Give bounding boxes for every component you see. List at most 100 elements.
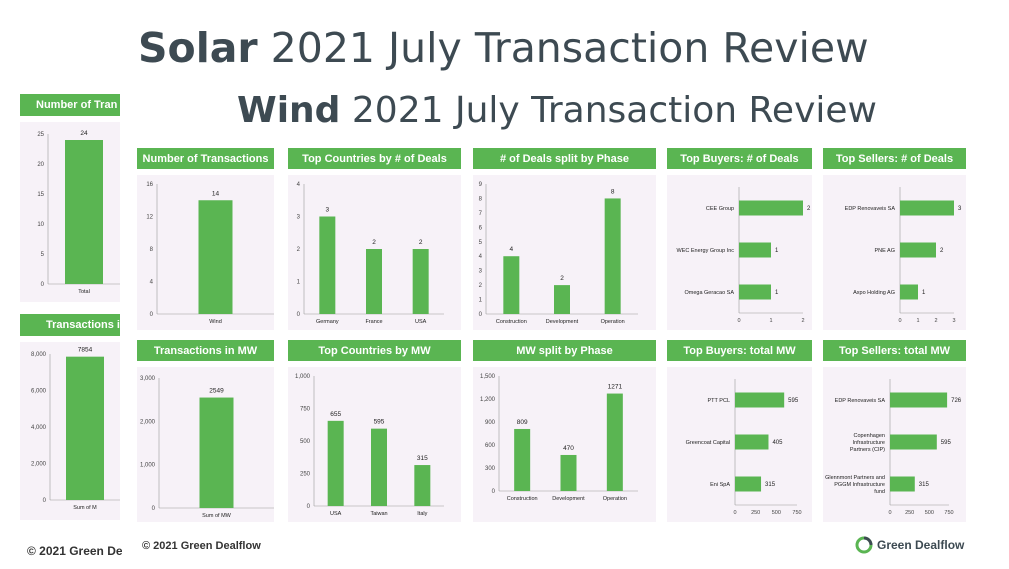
y-tick-label: 5 <box>41 252 45 258</box>
bar <box>414 465 431 506</box>
header-top-buyers-deals: Top Buyers: # of Deals <box>667 148 812 169</box>
y-tick-label: 1 <box>297 280 301 286</box>
x-tick-label: 2 <box>801 318 804 324</box>
data-label: 1 <box>775 290 779 296</box>
header-top-sellers-deals: Top Sellers: # of Deals <box>823 148 966 169</box>
y-tick-label: 3 <box>297 215 301 221</box>
solar-header-mw-label: Transactions i <box>46 319 120 331</box>
bar <box>371 428 387 506</box>
chart-transactions-in-mw: 0 1,000 2,000 3,000 2549 Sum of MW <box>140 376 274 519</box>
header-deals-by-phase-label: # of Deals split by Phase <box>500 152 629 165</box>
y-tick-label: 7 <box>479 211 483 217</box>
y-tick-label: 20 <box>37 162 44 168</box>
bar <box>606 393 623 491</box>
header-top-countries-mw-label: Top Countries by MW <box>318 344 431 357</box>
x-tick-label: USA <box>330 511 342 517</box>
data-label: 405 <box>772 440 783 446</box>
y-tick-label: Eni SpA <box>710 482 730 488</box>
solar-header-transactions: Number of Tran <box>20 94 120 116</box>
y-tick-label: 10 <box>37 222 44 228</box>
leaf-ring-icon <box>855 536 873 554</box>
data-label: 2 <box>940 248 944 254</box>
x-tick-label: 0 <box>733 510 736 516</box>
header-mw-by-phase-label: MW split by Phase <box>516 344 613 357</box>
chart-top-countries-deals: 0 1 2 3 4 3 Germany 2 France 2 USA <box>297 182 444 325</box>
x-tick-label: Operation <box>601 319 625 325</box>
y-tick-label-line: EDP Renovaveis SA <box>835 398 886 404</box>
x-tick-label: 750 <box>792 510 801 516</box>
y-tick-label: 0 <box>152 506 156 512</box>
y-tick-label: PNE AG <box>875 248 895 254</box>
y-tick-label: 0 <box>492 489 496 495</box>
data-label: 595 <box>788 398 799 404</box>
chart-top-buyers-mw: 0 250 500 750 595 PTT PCL 405 Greencoat Capital… <box>686 379 802 516</box>
panel-mw-by-phase <box>473 367 656 522</box>
y-tick-label: CEE Group <box>706 206 734 212</box>
y-tick-label: 25 <box>37 132 44 138</box>
x-tick-label: 250 <box>751 510 760 516</box>
solar-slide-title: Solar 2021 July Transaction Review <box>138 24 869 72</box>
bar <box>890 434 937 450</box>
y-tick-label: 6 <box>479 225 483 231</box>
y-tick-label: 4,000 <box>31 425 47 431</box>
chart-deals-by-phase: 0 1 2 3 4 5 6 7 8 9 4 Construction 2 Development 8 Oper… <box>479 182 638 325</box>
y-tick-label: 1,200 <box>480 397 496 403</box>
data-label: 1 <box>922 290 926 296</box>
x-tick-label: Development <box>546 319 579 325</box>
y-tick-label: Glennmont Partners and PGGM Infrastructur… <box>825 475 885 495</box>
x-tick-label: 250 <box>905 510 914 516</box>
data-label: 2549 <box>209 388 224 395</box>
chart-top-sellers-mw: 0 250 500 750 726 EDP Renovaveis SA 595 Copenha… <box>825 379 962 516</box>
y-tick-label: 8,000 <box>31 352 47 358</box>
y-tick-label-line: Greencoat Capital <box>686 440 730 446</box>
chart-top-buyers-deals: 0 1 2 2 CEE Group 1 WEC Energy Group Inc 1 Omega… <box>677 187 811 324</box>
y-tick-label: 1,500 <box>480 374 496 380</box>
y-tick-label: 600 <box>485 443 496 449</box>
y-tick-label: 0 <box>307 504 311 510</box>
y-tick-label: Greencoat Capital <box>686 440 730 446</box>
solar-header-transactions-label: Number of Tran <box>36 99 118 111</box>
y-tick-label: Axpo Holding AG <box>853 290 895 296</box>
y-tick-label: 4 <box>297 182 301 188</box>
bar <box>366 249 382 314</box>
header-top-buyers-mw: Top Buyers: total MW <box>667 340 812 361</box>
x-tick-label: Operation <box>603 496 627 502</box>
y-tick-label-line: Partners (CIP) <box>850 447 885 453</box>
solar-title-bold: Solar <box>138 24 258 72</box>
wind-title-bold: Wind <box>237 90 341 131</box>
y-tick-label: 0 <box>150 312 154 318</box>
y-tick-label-line: WEC Energy Group Inc <box>677 248 735 254</box>
bar <box>735 476 762 492</box>
chart-top-sellers-deals: 0 1 2 3 3 EDP Renovaveis SA 2 PNE AG 1 Axpo Holdi… <box>845 187 962 324</box>
y-tick-label: 3,000 <box>140 376 156 382</box>
chart-top-countries-mw: 0 250 500 750 1,000 655 USA 595 Taiwan 315 Italy <box>295 374 444 517</box>
x-tick-label: 500 <box>925 510 934 516</box>
x-tick-label: 500 <box>772 510 781 516</box>
data-label: 14 <box>212 190 220 197</box>
solar-footer: © 2021 Green De <box>27 544 123 558</box>
y-tick-label: WEC Energy Group Inc <box>677 248 735 254</box>
bar <box>560 454 577 491</box>
y-tick-label: 8 <box>150 247 154 253</box>
chart-number-of-transactions: 0 4 8 12 16 14 Wind <box>146 182 274 325</box>
y-tick-label-line: Copenhagen <box>853 433 885 439</box>
data-label: 470 <box>563 445 574 452</box>
data-label: 3 <box>958 206 962 212</box>
solar-chart-transactions: 0 5 10 15 20 25 24 Total <box>37 130 120 295</box>
data-label: 4 <box>510 246 514 253</box>
bar <box>739 284 771 300</box>
x-tick-label: 1 <box>916 318 919 324</box>
data-label: 655 <box>330 411 341 418</box>
y-tick-label: 1 <box>479 298 483 304</box>
y-tick-label: Copenhagen Infrastructure Partners (CIP) <box>850 433 885 453</box>
brand-logo: Green Dealflow <box>855 536 964 554</box>
y-tick-label: 9 <box>479 182 483 188</box>
data-label: 1 <box>775 248 779 254</box>
header-transactions-in-mw: Transactions in MW <box>137 340 274 361</box>
bar <box>900 200 954 216</box>
data-label: 2 <box>560 275 564 282</box>
data-label: 595 <box>941 440 952 446</box>
header-top-sellers-mw-label: Top Sellers: total MW <box>838 344 951 357</box>
bar <box>739 200 803 216</box>
y-tick-label-line: CEE Group <box>706 206 734 212</box>
